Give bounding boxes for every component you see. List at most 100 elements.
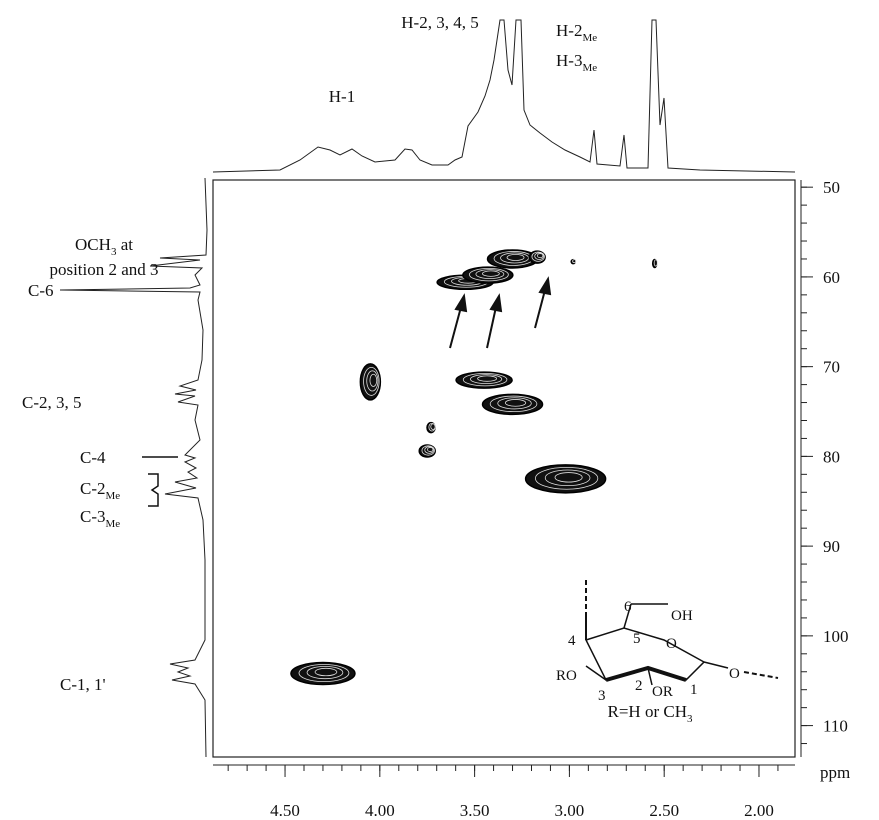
x-tick-label: 3.50 [460, 801, 490, 820]
annotation-text: C-6 [28, 281, 54, 300]
annotation: C-2Me [80, 479, 120, 502]
top-spectrum [212, 19, 796, 173]
annotation-text: C-1, 1' [60, 675, 106, 694]
annotation-text: H-2 [556, 21, 582, 40]
contour-ring [427, 447, 434, 452]
annotation-text: position 2 and 3 [49, 260, 158, 279]
annotation-text: H-1 [329, 87, 355, 106]
cross-peak-group [481, 393, 544, 416]
contour-ring [544, 469, 591, 487]
structure-label: 5 [633, 631, 641, 647]
annotation-sub: Me [582, 62, 597, 74]
structure [584, 580, 779, 686]
contour-ring [653, 259, 658, 267]
contour-ring [306, 665, 344, 680]
caption-text: R=H or CH [608, 702, 687, 721]
structure-label: OR [652, 684, 673, 700]
annotation: position 2 and 3 [49, 260, 158, 279]
y-tick-label: 110 [823, 717, 848, 736]
cross-peak-group [359, 363, 382, 401]
annotation: C-1, 1' [60, 675, 106, 694]
contour-ring [468, 267, 509, 282]
contour-ring [298, 664, 350, 683]
contour-ring [477, 375, 498, 382]
x-tick-label: 4.00 [365, 801, 395, 820]
annotation-text: H-3 [556, 51, 582, 70]
annotation: OCH3 at [75, 235, 133, 258]
structure-labels: OH 65 O 4 RO 3 2 OR 1 O [556, 599, 740, 704]
contour-ring [424, 446, 435, 454]
cross-peak-group [290, 661, 356, 686]
structure-label: RO [556, 668, 577, 684]
y-tick-label: 70 [823, 358, 840, 377]
structure-label: 4 [568, 633, 576, 649]
structure-caption: R=H or CH3 [608, 702, 693, 725]
contour-ring [363, 366, 380, 396]
contour-ring [497, 397, 532, 410]
arrow-head [489, 293, 503, 313]
y-tick-label: 60 [823, 268, 840, 287]
cross-peak-group [528, 250, 546, 264]
contour-ring [369, 373, 378, 387]
arrow-head [454, 293, 468, 313]
y-tick-label: 90 [823, 537, 840, 556]
y-tick-label: 80 [823, 447, 840, 466]
annotation-sub: Me [106, 518, 121, 530]
annotation-text: OCH [75, 235, 111, 254]
annotation-tail: at [116, 235, 133, 254]
annotation: C-3Me [80, 507, 120, 530]
structure-label: O [729, 666, 740, 682]
axis-unit: ppm [820, 763, 850, 782]
structure-label: O [666, 636, 677, 652]
annotation-text: H-2, 3, 4, 5 [401, 13, 478, 32]
contour-ring [489, 395, 538, 413]
y-tick-label: 50 [823, 178, 840, 197]
contour-ring [421, 445, 435, 456]
bracket [148, 473, 159, 507]
contour-ring [534, 252, 545, 260]
cross-peak [524, 464, 607, 494]
arrow [486, 306, 497, 349]
cross-peak-group [426, 421, 436, 434]
annotation: H-3Me [556, 51, 597, 74]
contour-ring [506, 254, 525, 261]
contour-ring [535, 466, 599, 490]
x-tick-label: 2.00 [744, 801, 774, 820]
contour-ring [504, 399, 527, 407]
left-spectrum [59, 177, 208, 758]
cross-peak-group [418, 444, 436, 458]
structure-label: OH [671, 608, 693, 624]
annotation-text: C-2 [80, 479, 106, 498]
annotation: H-2Me [556, 21, 597, 44]
contour-ring [366, 370, 379, 392]
x-tick-label: 3.00 [555, 801, 585, 820]
annotation: C-6 [28, 281, 54, 300]
x-tick-label: 4.50 [270, 801, 300, 820]
bond [623, 603, 632, 629]
contour-ring [537, 253, 544, 259]
contour-ring [475, 269, 505, 279]
annotation: H-2, 3, 4, 5 [401, 13, 478, 32]
contour-ring [572, 259, 577, 264]
bond [647, 667, 653, 686]
ring-front [605, 665, 687, 682]
structure-label: 6 [624, 599, 632, 615]
bond [703, 661, 729, 669]
contour-ring [470, 374, 503, 384]
cross-peak [651, 258, 658, 269]
annotation: C-4 [80, 448, 106, 467]
contour-ring [462, 372, 508, 387]
annotation-text: C-4 [80, 448, 106, 467]
ring [584, 627, 706, 681]
structure-label: 1 [690, 682, 698, 698]
bond [585, 665, 607, 681]
arrows [449, 276, 552, 349]
arrow-head [538, 276, 552, 296]
cross-peak-group [651, 258, 658, 269]
annotation-sub: Me [106, 490, 121, 502]
annotation: H-1 [329, 87, 355, 106]
annotation-sub: Me [582, 32, 597, 44]
cross-peak-group [455, 371, 513, 389]
